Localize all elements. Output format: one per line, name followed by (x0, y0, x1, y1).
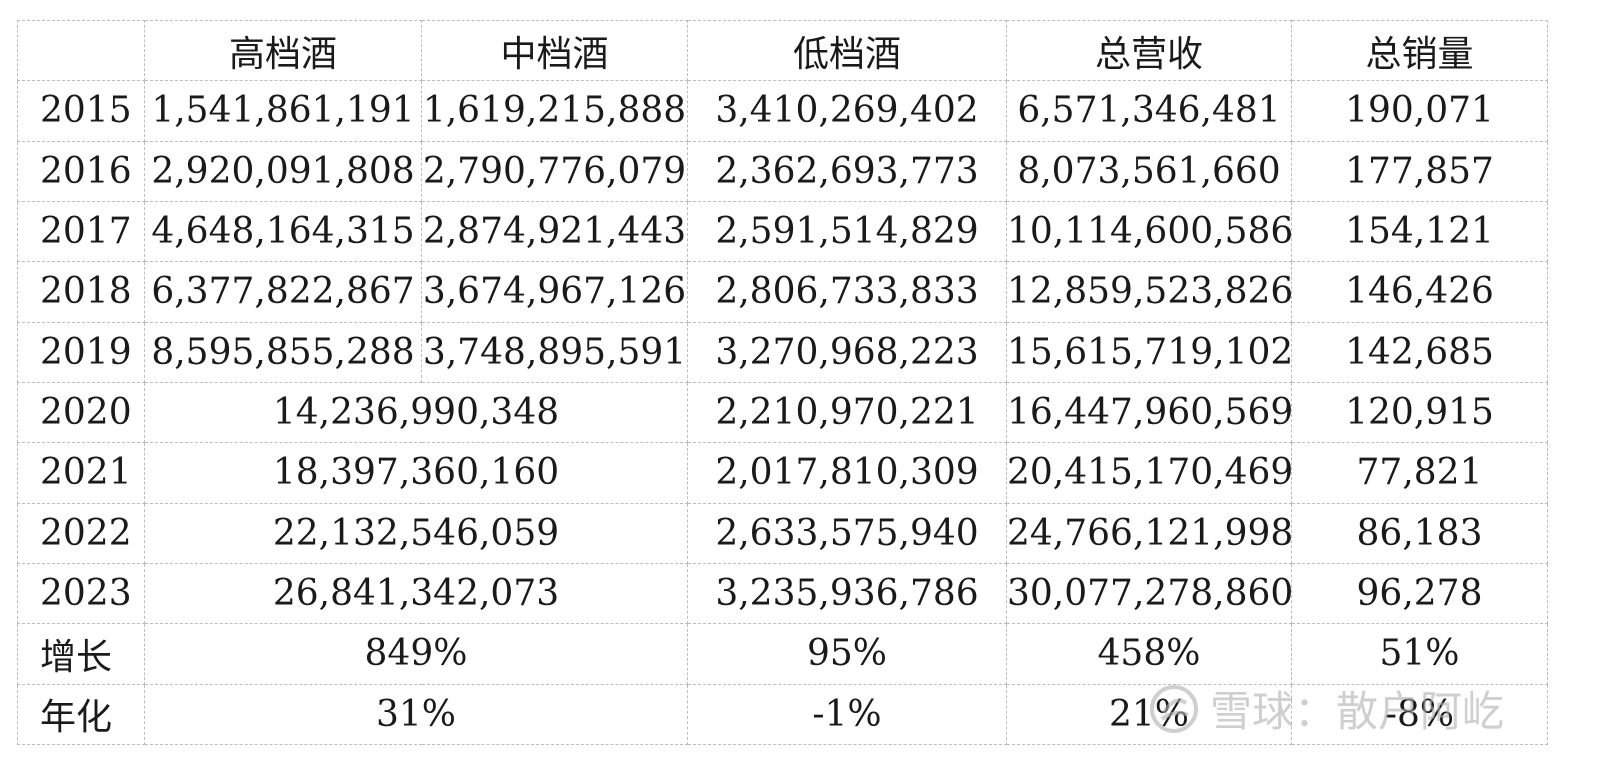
table-cell: 190,071 (1291, 80, 1548, 142)
row-label-cell: 2020 (17, 381, 145, 444)
table-cell: 146,426 (1291, 261, 1548, 323)
table-row: 2015 1,541,861,191 1,619,215,888 3,410,269,… (17, 80, 1548, 142)
table-cell: 18,397,360,160 (144, 442, 688, 504)
table-cell: 2,806,733,833 (687, 261, 1007, 323)
table-cell: 22,132,546,059 (144, 502, 688, 564)
table-cell: 142,685 (1291, 321, 1548, 383)
table-cell: 154,121 (1291, 200, 1548, 263)
row-label-cell: 2017 (17, 200, 145, 263)
table-cell: 120,915 (1291, 381, 1548, 444)
table-cell: 1,619,215,888 (421, 80, 688, 142)
table-cell: 177,857 (1291, 140, 1548, 202)
table-cell: 6,377,822,867 (144, 261, 422, 323)
table-cell: 3,235,936,786 (687, 562, 1007, 625)
table-cell: 2,362,693,773 (687, 140, 1007, 202)
row-label-cell: 2019 (17, 321, 145, 383)
table-cell: 2,591,514,829 (687, 200, 1007, 263)
table-row: 2022 22,132,546,059 2,633,575,940 24,766,12… (17, 502, 1548, 564)
table-cell: 86,183 (1291, 502, 1548, 564)
table-cell: 51% (1291, 623, 1548, 685)
table-row: 增长 849% 95% 458% 51% (17, 623, 1548, 685)
corner-cell (17, 19, 145, 82)
table-cell: 8,595,855,288 (144, 321, 422, 383)
table-cell: -8% (1291, 683, 1548, 745)
table-cell: 458% (1006, 623, 1292, 685)
row-label-cell: 2022 (17, 502, 145, 564)
table-row: 2016 2,920,091,808 2,790,776,079 2,362,693,… (17, 140, 1548, 202)
table-cell: 96,278 (1291, 562, 1548, 625)
table-cell: 6,571,346,481 (1006, 80, 1292, 142)
table-cell: 2,017,810,309 (687, 442, 1007, 504)
table-cell: 21% (1006, 683, 1292, 745)
row-label-cell: 2021 (17, 442, 145, 504)
table-cell: 77,821 (1291, 442, 1548, 504)
table-cell: 15,615,719,102 (1006, 321, 1293, 383)
table-cell: 3,270,968,223 (687, 321, 1007, 383)
data-table: 高档酒 中档酒 低档酒 总营收 总销量 2015 1,541,861,191 1,619,21… (17, 19, 1548, 745)
table-row: 2021 18,397,360,160 2,017,810,309 20,415,17… (17, 442, 1548, 504)
table-cell: 30,077,278,860 (1006, 562, 1293, 625)
table-cell: 4,648,164,315 (144, 200, 422, 263)
table-cell: 总营收 (1006, 19, 1292, 82)
row-label-cell: 2016 (17, 140, 145, 202)
table-row: 2023 26,841,342,073 3,235,936,786 30,077,27… (17, 562, 1548, 625)
table-cell: 高档酒 (144, 19, 422, 82)
table-cell: 31% (144, 683, 688, 745)
table-cell: 2,633,575,940 (687, 502, 1007, 564)
table-header-row: 高档酒 中档酒 低档酒 总营收 总销量 (17, 19, 1548, 82)
table-cell: 95% (687, 623, 1007, 685)
table-cell: 3,410,269,402 (687, 80, 1007, 142)
row-label-cell: 2023 (17, 562, 145, 625)
table-cell: 2,210,970,221 (687, 381, 1007, 444)
row-label-cell: 年化 (17, 683, 145, 745)
table-cell: 8,073,561,660 (1006, 140, 1292, 202)
table-cell: 14,236,990,348 (144, 381, 688, 444)
table-cell: 低档酒 (687, 19, 1007, 82)
table-cell: 2,874,921,443 (421, 200, 688, 263)
table-row: 2018 6,377,822,867 3,674,967,126 2,806,733,… (17, 261, 1548, 323)
table-cell: 2,790,776,079 (421, 140, 688, 202)
table-cell: 2,920,091,808 (144, 140, 422, 202)
row-label-cell: 2018 (17, 261, 145, 323)
table-row: 2017 4,648,164,315 2,874,921,443 2,591,514,… (17, 200, 1548, 263)
table-cell: 10,114,600,586 (1006, 200, 1293, 263)
table-cell: 1,541,861,191 (144, 80, 422, 142)
table-cell: 12,859,523,826 (1006, 261, 1293, 323)
table-cell: 20,415,170,469 (1006, 442, 1293, 504)
table-cell: -1% (687, 683, 1007, 745)
table-row: 2020 14,236,990,348 2,210,970,221 16,447,96… (17, 381, 1548, 444)
table-cell: 849% (144, 623, 688, 685)
row-label-cell: 2015 (17, 80, 145, 142)
table-cell: 总销量 (1291, 19, 1548, 82)
table-row: 2019 8,595,855,288 3,748,895,591 3,270,968,… (17, 321, 1548, 383)
table-row: 年化 31% -1% 21% -8% (17, 683, 1548, 745)
table-cell: 3,674,967,126 (421, 261, 688, 323)
row-label-cell: 增长 (17, 623, 145, 685)
table-cell: 中档酒 (421, 19, 688, 82)
table-cell: 3,748,895,591 (421, 321, 688, 383)
table-cell: 24,766,121,998 (1006, 502, 1293, 564)
table-cell: 16,447,960,569 (1006, 381, 1293, 444)
table-cell: 26,841,342,073 (144, 562, 688, 625)
